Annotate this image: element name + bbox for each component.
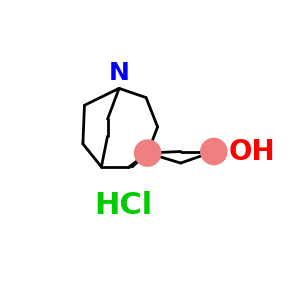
Circle shape <box>201 138 227 165</box>
Text: HCl: HCl <box>94 191 152 220</box>
Circle shape <box>134 140 161 166</box>
Text: OH: OH <box>228 137 275 166</box>
Text: N: N <box>109 61 130 85</box>
